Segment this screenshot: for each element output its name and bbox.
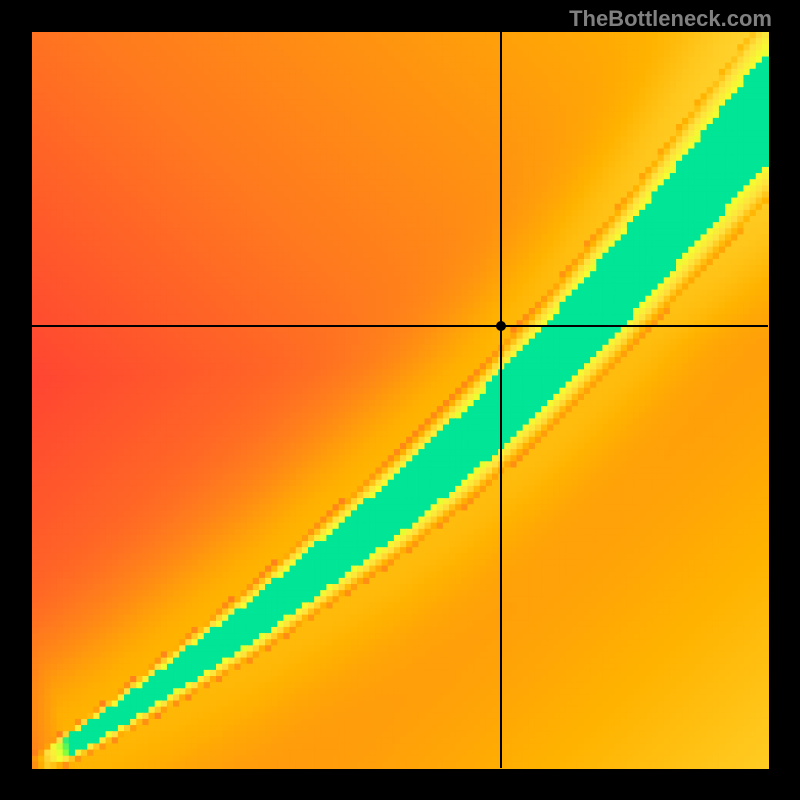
bottleneck-heatmap <box>0 0 800 800</box>
watermark-text: TheBottleneck.com <box>569 6 772 32</box>
crosshair-marker <box>496 321 506 331</box>
crosshair-horizontal <box>32 325 768 327</box>
crosshair-vertical <box>500 32 502 768</box>
